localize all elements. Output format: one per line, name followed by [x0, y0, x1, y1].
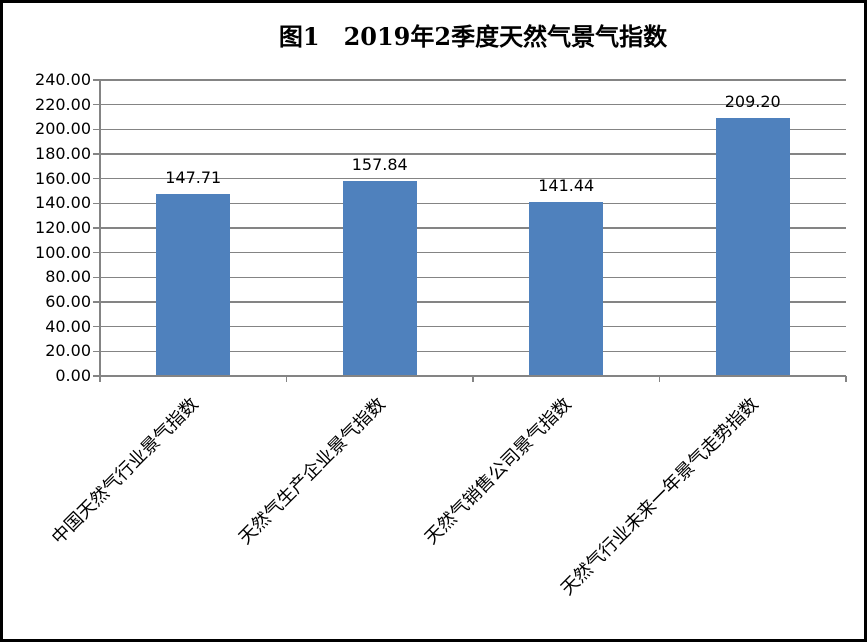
y-axis-tick: [93, 251, 100, 254]
y-axis-label: 120.00: [35, 218, 91, 237]
bar-value-label: 209.20: [724, 91, 781, 111]
bar: [715, 117, 790, 376]
x-axis-tick: [99, 376, 101, 382]
y-axis-label: 0.00: [55, 366, 91, 385]
y-axis-tick: [93, 79, 100, 81]
x-axis-tick: [285, 376, 288, 382]
gridline: [100, 103, 846, 106]
gridline: [100, 251, 846, 254]
y-axis-label: 100.00: [35, 242, 91, 262]
y-axis-tick: [93, 153, 100, 155]
y-axis-tick: [93, 301, 100, 303]
bar: [156, 193, 231, 376]
y-axis-tick: [93, 227, 100, 229]
y-axis-tick: [93, 375, 100, 377]
gridline: [100, 350, 846, 353]
bar: [529, 201, 604, 376]
y-axis-tick: [93, 325, 100, 328]
bar-value-label: 147.71: [165, 167, 222, 187]
y-axis-tick: [93, 350, 100, 353]
gridline: [100, 276, 846, 279]
gridline: [100, 177, 846, 180]
y-axis: [99, 80, 101, 382]
chart-title: 图1 2019年2季度天然气景气指数: [278, 22, 668, 51]
x-axis-tick: [845, 376, 847, 382]
y-axis-tick: [93, 276, 100, 279]
y-axis-label: 40.00: [45, 316, 91, 336]
gridline: [100, 153, 846, 155]
y-axis-tick: [93, 202, 100, 205]
y-axis-label: 140.00: [35, 193, 91, 213]
category-label: 天然气销售公司景气指数: [421, 393, 576, 549]
y-axis-label: 20.00: [45, 341, 91, 361]
bar-value-label: 141.44: [538, 175, 595, 195]
gridline: [100, 128, 846, 131]
y-axis-label: 220.00: [35, 94, 91, 114]
y-axis-label: 200.00: [35, 119, 91, 139]
gridline: [100, 79, 846, 81]
y-axis-tick: [93, 128, 100, 131]
y-axis-label: 180.00: [35, 144, 91, 163]
gridline: [100, 202, 846, 205]
y-axis-label: 240.00: [35, 70, 91, 89]
bar-value-label: 157.84: [351, 155, 408, 175]
chart-canvas: 0.00 20.00 40.00 60.00 80.00 100.00 120.00 140.…: [3, 3, 864, 639]
gridline: [100, 301, 846, 303]
y-axis-label: 80.00: [45, 267, 91, 287]
x-axis-tick: [472, 376, 474, 382]
gridline: [100, 325, 846, 328]
y-axis-tick: [93, 103, 100, 106]
y-axis-label: 60.00: [45, 292, 91, 311]
category-label: 中国天然气行业景气指数: [48, 393, 203, 549]
gridline: [100, 227, 846, 229]
y-axis-label: 160.00: [35, 168, 91, 188]
category-label: 天然气行业未来一年景气走势指数: [556, 393, 763, 600]
y-axis-tick: [93, 177, 100, 180]
bar: [342, 181, 417, 376]
category-label: 天然气生产企业景气指数: [234, 393, 390, 549]
x-axis-tick: [658, 376, 661, 382]
